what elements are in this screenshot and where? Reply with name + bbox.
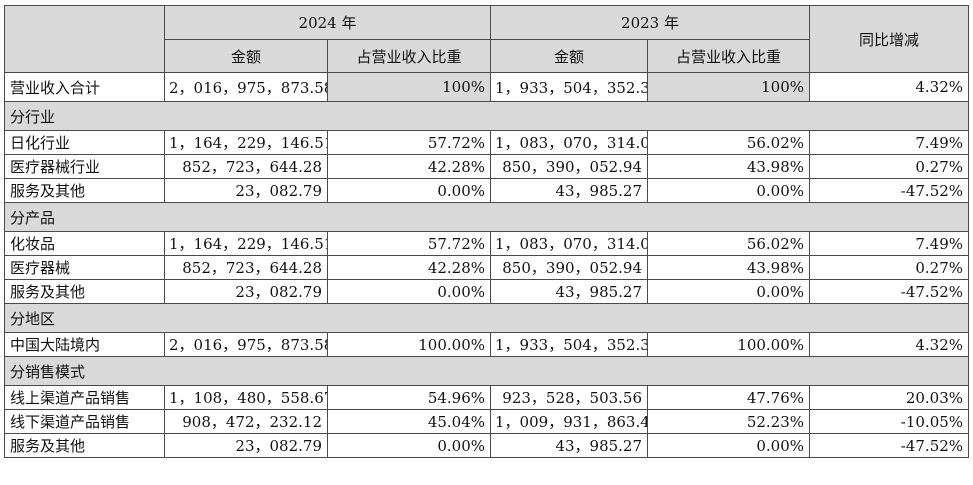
- ratio-2023: 43.98%: [647, 154, 811, 179]
- header-amount-2024: 金额: [164, 39, 328, 73]
- yoy-change: 0.27%: [809, 154, 970, 179]
- amount-2023: 43，985.27: [490, 178, 649, 203]
- section-title: 分销售模式: [3, 356, 970, 386]
- yoy-change: -47.52%: [809, 433, 970, 458]
- header-ratio-2024: 占营业收入比重: [326, 39, 492, 73]
- row-label: 服务及其他: [4, 279, 165, 304]
- section-title: 分地区: [3, 303, 970, 333]
- ratio-2023: 43.98%: [647, 255, 811, 280]
- header-yoy: 同比增减: [809, 5, 970, 73]
- amount-2023: 1，009，931，863.47: [490, 409, 649, 434]
- amount-2023: 850，390，052.94: [490, 255, 649, 280]
- row-label: 线上渠道产品销售: [4, 385, 165, 410]
- yoy-change: -47.52%: [809, 279, 970, 304]
- yoy-change: 20.03%: [809, 385, 970, 410]
- ratio-2023: 56.02%: [647, 130, 811, 155]
- amount-2024: 1，108，480，558.67: [164, 385, 328, 410]
- yoy-change: 7.49%: [809, 130, 970, 155]
- amount-2024: 23，082.79: [164, 178, 328, 203]
- yoy-change: -47.52%: [809, 178, 970, 203]
- header-year-2023: 2023 年: [490, 5, 811, 40]
- amount-2023: 850，390，052.94: [490, 154, 649, 179]
- ratio-2023: 47.76%: [647, 385, 811, 410]
- ratio-2024: 54.96%: [326, 385, 492, 410]
- ratio-2023: 0.00%: [647, 433, 811, 458]
- ratio-2024: 45.04%: [326, 409, 492, 434]
- total-row: 营业收入合计 2，016，975，873.58 100% 1，933，504，3…: [4, 72, 970, 102]
- section-header-sales-mode: 分销售模式: [3, 356, 970, 386]
- row-label: 中国大陆境内: [4, 332, 165, 357]
- ratio-2024: 57.72%: [326, 130, 492, 155]
- ratio-2023: 100.00%: [647, 332, 811, 357]
- ratio-2023: 0.00%: [647, 279, 811, 304]
- yoy-change: -10.05%: [809, 409, 970, 434]
- section-title: 分行业: [3, 101, 970, 131]
- row-label: 服务及其他: [4, 433, 165, 458]
- amount-2024: 23，082.79: [164, 433, 328, 458]
- revenue-table: 2024 年 2023 年 同比增减 金额 占营业收入比重 金额 占营业收入比重…: [3, 5, 970, 458]
- header-amount-2023: 金额: [490, 39, 649, 73]
- table-row: 线下渠道产品销售 908，472，232.12 45.04% 1，009，931…: [4, 409, 970, 434]
- amount-2024: 1，164，229，146.51: [164, 130, 328, 155]
- amount-2023: 923，528，503.56: [490, 385, 649, 410]
- ratio-2024: 42.28%: [326, 255, 492, 280]
- table-row: 医疗器械行业 852，723，644.28 42.28% 850，390，052…: [4, 154, 970, 179]
- ratio-2023: 52.23%: [647, 409, 811, 434]
- section-header-product: 分产品: [3, 202, 970, 232]
- table-row: 日化行业 1，164，229，146.51 57.72% 1，083，070，3…: [4, 130, 970, 155]
- yoy-change: 0.27%: [809, 255, 970, 280]
- row-label: 医疗器械: [4, 255, 165, 280]
- ratio-2023: 56.02%: [647, 231, 811, 256]
- ratio-2024: 0.00%: [326, 178, 492, 203]
- header-blank: [4, 5, 165, 73]
- total-ratio-2023: 100%: [647, 72, 811, 102]
- amount-2024: 852，723，644.28: [164, 154, 328, 179]
- total-ratio-2024: 100%: [326, 72, 492, 102]
- row-label: 医疗器械行业: [4, 154, 165, 179]
- amount-2024: 2，016，975，873.58: [164, 332, 328, 357]
- amount-2023: 43，985.27: [490, 433, 649, 458]
- amount-2024: 23，082.79: [164, 279, 328, 304]
- ratio-2023: 0.00%: [647, 178, 811, 203]
- amount-2023: 43，985.27: [490, 279, 649, 304]
- total-amount-2023: 1，933，504，352.30: [490, 72, 649, 102]
- table-row: 服务及其他 23，082.79 0.00% 43，985.27 0.00% -4…: [4, 178, 970, 203]
- yoy-change: 4.32%: [809, 332, 970, 357]
- section-header-region: 分地区: [3, 303, 970, 333]
- row-label: 服务及其他: [4, 178, 165, 203]
- yoy-change: 7.49%: [809, 231, 970, 256]
- amount-2024: 852，723，644.28: [164, 255, 328, 280]
- row-label: 线下渠道产品销售: [4, 409, 165, 434]
- amount-2024: 908，472，232.12: [164, 409, 328, 434]
- ratio-2024: 0.00%: [326, 279, 492, 304]
- header-year-2024: 2024 年: [163, 5, 492, 40]
- ratio-2024: 100.00%: [326, 332, 492, 357]
- row-label: 日化行业: [4, 130, 165, 155]
- ratio-2024: 57.72%: [326, 231, 492, 256]
- table-row: 化妆品 1，164，229，146.51 57.72% 1，083，070，31…: [4, 231, 970, 256]
- total-amount-2024: 2，016，975，873.58: [164, 72, 328, 102]
- amount-2023: 1，083，070，314.09: [490, 231, 649, 256]
- table-row: 服务及其他 23，082.79 0.00% 43，985.27 0.00% -4…: [4, 433, 970, 458]
- table-row: 中国大陆境内 2，016，975，873.58 100.00% 1，933，50…: [4, 332, 970, 357]
- table-row: 医疗器械 852，723，644.28 42.28% 850，390，052.9…: [4, 255, 970, 280]
- total-label: 营业收入合计: [4, 72, 165, 102]
- table-row: 服务及其他 23，082.79 0.00% 43，985.27 0.00% -4…: [4, 279, 970, 304]
- table-row: 线上渠道产品销售 1，108，480，558.67 54.96% 923，528…: [4, 385, 970, 410]
- section-header-industry: 分行业: [3, 101, 970, 131]
- header-ratio-2023: 占营业收入比重: [647, 39, 811, 73]
- amount-2023: 1，933，504，352.30: [490, 332, 649, 357]
- total-yoy: 4.32%: [809, 72, 970, 102]
- ratio-2024: 0.00%: [326, 433, 492, 458]
- ratio-2024: 42.28%: [326, 154, 492, 179]
- row-label: 化妆品: [4, 231, 165, 256]
- amount-2024: 1，164，229，146.51: [164, 231, 328, 256]
- section-title: 分产品: [3, 202, 970, 232]
- amount-2023: 1，083，070，314.09: [490, 130, 649, 155]
